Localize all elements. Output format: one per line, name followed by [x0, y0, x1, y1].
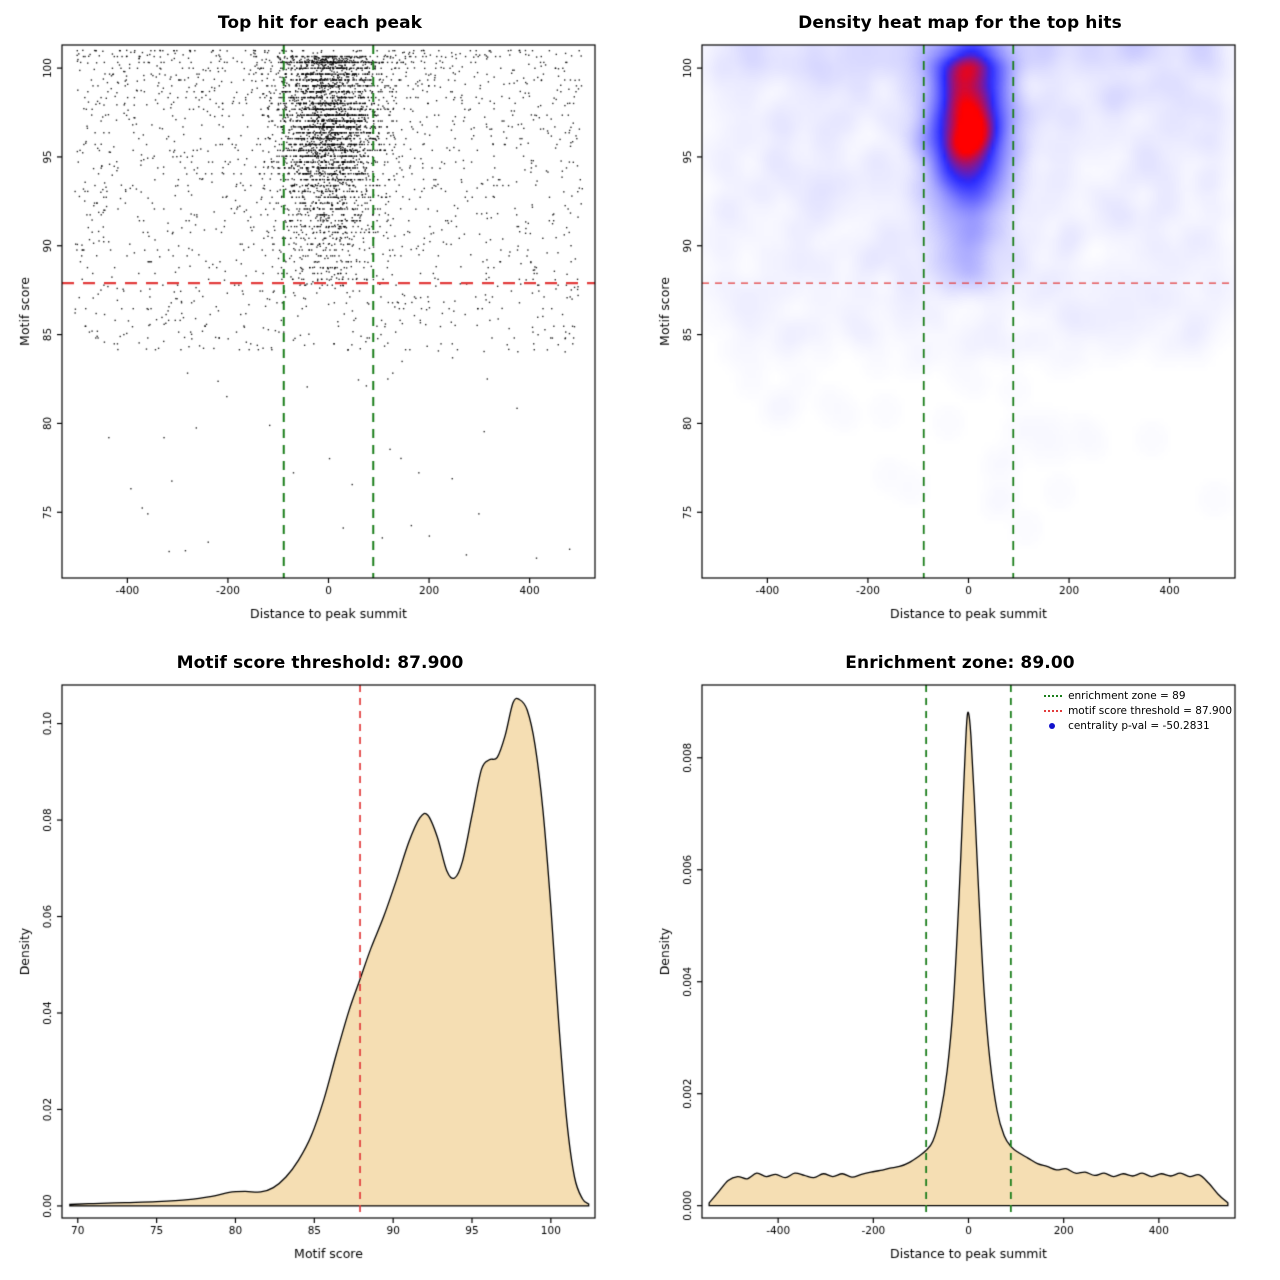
score-density-canvas: [0, 640, 640, 1280]
legend-label: motif score threshold = 87.900: [1068, 704, 1232, 717]
panel-motif-score-density: Motif score threshold: 87.900: [0, 640, 640, 1280]
score-density-title: Motif score threshold: 87.900: [176, 653, 464, 673]
legend-label: centrality p-val = -50.2831: [1068, 719, 1210, 732]
dotted-line-icon: [1044, 694, 1063, 697]
heatmap-canvas: [640, 0, 1280, 640]
panel-enrichment-zone-density: Enrichment zone: 89.00 enrichment zone =…: [640, 640, 1280, 1280]
dotted-line-icon: [1044, 709, 1063, 712]
panel-top-hit-scatter: Top hit for each peak: [0, 0, 640, 640]
legend-label: enrichment zone = 89: [1068, 689, 1186, 702]
distance-density-canvas: [640, 640, 1280, 1280]
scatter-canvas: [0, 0, 640, 640]
point-icon: [1049, 722, 1056, 729]
legend-item-enrichment-zone: enrichment zone = 89: [1044, 688, 1232, 703]
legend: enrichment zone = 89 motif score thresho…: [1044, 688, 1232, 733]
legend-item-centrality-pval: centrality p-val = -50.2831: [1044, 718, 1232, 733]
scatter-title: Top hit for each peak: [217, 13, 423, 33]
legend-item-motif-threshold: motif score threshold = 87.900: [1044, 703, 1232, 718]
enrichment-zone-title: Enrichment zone: 89.00: [845, 653, 1075, 673]
panel-density-heatmap: Density heat map for the top hits: [640, 0, 1280, 640]
heatmap-title: Density heat map for the top hits: [798, 13, 1122, 33]
